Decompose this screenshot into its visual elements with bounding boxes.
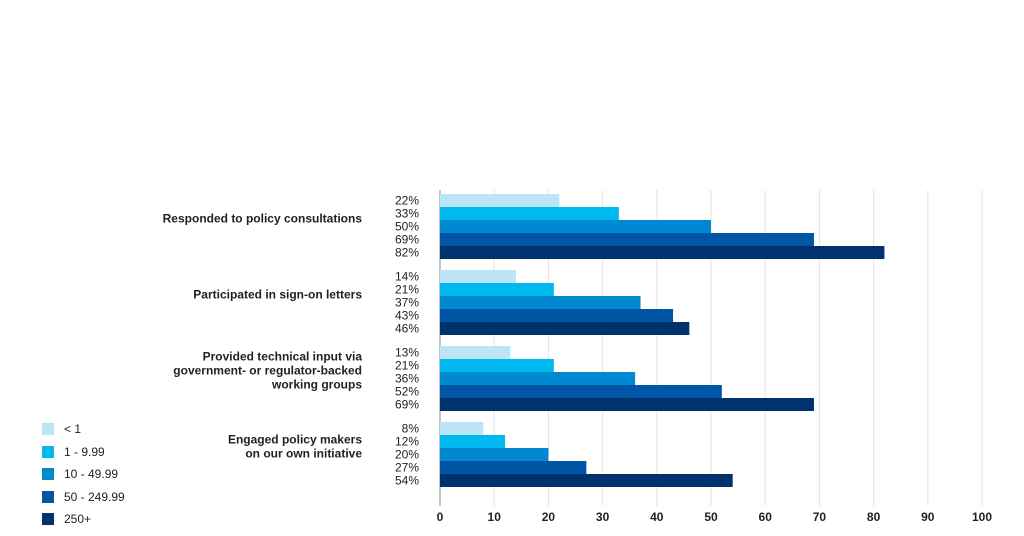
x-tick-label: 70 — [813, 510, 827, 524]
data-label: 8% — [402, 422, 420, 436]
bar — [440, 385, 722, 398]
bar — [440, 296, 641, 309]
bar — [440, 194, 560, 207]
category-label: working groups — [271, 378, 362, 392]
data-label: 52% — [395, 385, 419, 399]
legend-swatch — [42, 423, 54, 436]
legend-item: 10 - 49.99 — [42, 463, 125, 486]
data-label: 69% — [395, 398, 419, 412]
bar — [440, 398, 814, 411]
legend-label: < 1 — [64, 422, 82, 437]
bar — [440, 283, 554, 296]
bar — [440, 220, 711, 233]
bar — [440, 207, 619, 220]
data-label: 20% — [395, 448, 419, 462]
bar — [440, 474, 733, 487]
legend-label: 10 - 49.99 — [64, 467, 119, 482]
x-tick-label: 100 — [972, 510, 992, 524]
x-tick-label: 50 — [704, 510, 718, 524]
legend-item: 1 - 9.99 — [42, 441, 125, 464]
category-label: Engaged policy makers — [228, 433, 362, 447]
data-label: 69% — [395, 233, 419, 247]
legend-item: < 1 — [42, 418, 125, 441]
legend-swatch — [42, 513, 54, 526]
legend: < 1 1 - 9.99 10 - 49.99 50 - 249.99 250+ — [42, 418, 125, 531]
data-label: 21% — [395, 283, 419, 297]
x-tick-label: 10 — [488, 510, 502, 524]
legend-label: 1 - 9.99 — [64, 444, 105, 459]
x-tick-label: 40 — [650, 510, 664, 524]
data-label: 14% — [395, 270, 419, 284]
bar — [440, 309, 674, 322]
bar — [440, 448, 549, 461]
data-label: 21% — [395, 359, 419, 373]
data-label: 43% — [395, 309, 419, 323]
legend-item: 50 - 249.99 — [42, 486, 125, 509]
x-tick-label: 30 — [596, 510, 610, 524]
data-label: 13% — [395, 346, 419, 360]
bar — [440, 461, 587, 474]
bar — [440, 372, 636, 385]
bar — [440, 346, 511, 359]
data-label: 50% — [395, 220, 419, 234]
legend-swatch — [42, 490, 54, 503]
bar — [440, 233, 814, 246]
data-label: 37% — [395, 296, 419, 310]
x-tick-label: 80 — [867, 510, 881, 524]
data-label: 27% — [395, 461, 419, 475]
bar — [440, 270, 516, 283]
category-label: government- or regulator-backed — [173, 364, 362, 378]
bar — [440, 422, 484, 435]
legend-label: 50 - 249.99 — [64, 489, 125, 504]
bar — [440, 322, 690, 335]
data-label: 82% — [395, 246, 419, 260]
data-label: 22% — [395, 194, 419, 208]
data-label: 54% — [395, 474, 419, 488]
data-label: 12% — [395, 435, 419, 449]
x-tick-label: 60 — [759, 510, 773, 524]
data-label: 46% — [395, 322, 419, 336]
x-tick-label: 90 — [921, 510, 935, 524]
legend-item: 250+ — [42, 508, 125, 531]
data-label: 36% — [395, 372, 419, 386]
legend-label: 250+ — [64, 512, 92, 527]
x-tick-label: 0 — [437, 510, 444, 524]
data-label: 33% — [395, 207, 419, 221]
category-label: Responded to policy consultations — [163, 212, 363, 226]
legend-swatch — [42, 468, 54, 481]
bar — [440, 435, 506, 448]
legend-swatch — [42, 445, 54, 458]
category-label: Participated in sign-on letters — [193, 288, 362, 302]
bar — [440, 246, 885, 259]
bar — [440, 359, 554, 372]
category-label: on our own initiative — [245, 447, 362, 461]
category-label: Provided technical input via — [203, 350, 363, 364]
x-tick-label: 20 — [542, 510, 556, 524]
